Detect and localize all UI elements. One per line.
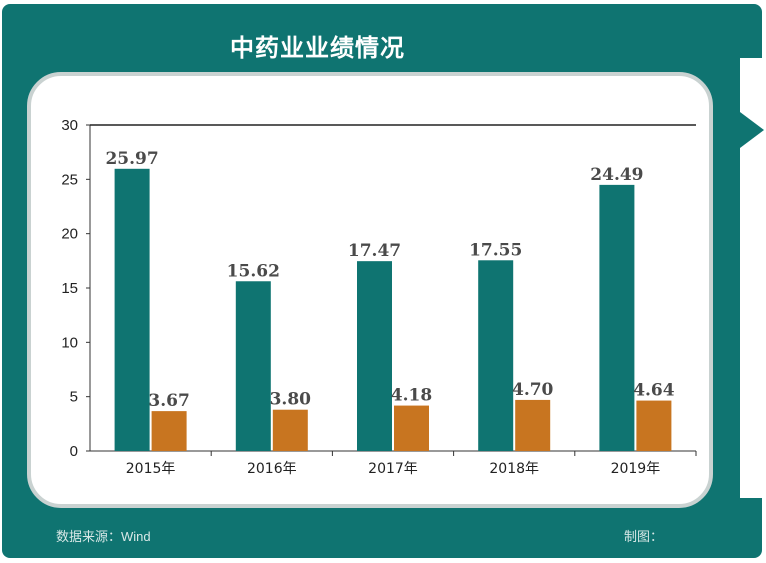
y-tick-label: 10: [61, 334, 78, 351]
data-label: 4.70: [512, 380, 554, 400]
y-tick-label: 15: [61, 280, 78, 297]
y-tick-label: 30: [61, 117, 78, 134]
bar: [151, 411, 187, 451]
x-tick-label: 2017年: [368, 461, 418, 477]
bar: [272, 409, 308, 451]
bar: [515, 399, 551, 451]
data-label: 15.62: [227, 261, 280, 281]
data-label: 25.97: [105, 149, 158, 169]
data-label: 3.80: [270, 390, 312, 410]
bar: [235, 281, 271, 451]
data-label: 4.18: [391, 386, 432, 406]
chart-credit: 制图：: [624, 529, 664, 544]
bar: [599, 184, 635, 451]
chart-title: 中药业业绩情况: [230, 34, 405, 62]
data-label: 24.49: [590, 165, 643, 185]
data-label: 4.64: [633, 381, 675, 401]
bar: [636, 400, 672, 451]
x-tick-label: 2015年: [126, 461, 176, 477]
y-tick-label: 25: [61, 171, 78, 188]
bar: [394, 405, 429, 451]
y-tick-label: 5: [70, 389, 78, 406]
arrow-decoration: [740, 112, 764, 148]
y-tick-label: 0: [70, 443, 78, 460]
x-tick-label: 2016年: [247, 461, 297, 477]
bar: [114, 168, 150, 451]
y-tick-label: 20: [61, 226, 78, 243]
bar: [357, 261, 392, 451]
data-label: 17.47: [348, 241, 401, 261]
x-tick-label: 2018年: [489, 461, 539, 477]
data-label: 3.67: [148, 391, 189, 411]
data-source: 数据来源：Wind: [56, 529, 151, 544]
bar: [478, 260, 514, 451]
data-label: 17.55: [469, 240, 522, 260]
x-tick-label: 2019年: [611, 461, 661, 477]
